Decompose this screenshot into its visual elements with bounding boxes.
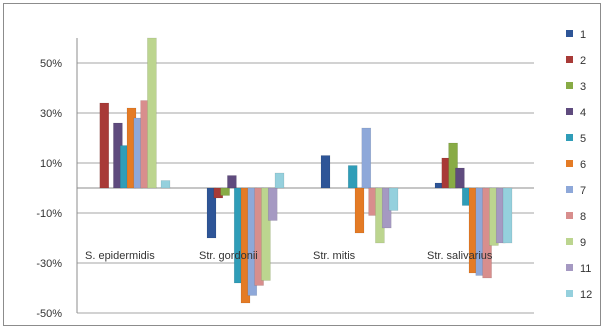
bar-series-3 <box>448 142 458 189</box>
bar-series-1 <box>320 155 331 189</box>
bar-series-2 <box>99 102 110 189</box>
legend-swatch-11 <box>566 264 573 271</box>
bar-series-5 <box>347 165 358 189</box>
legend-label-7: 7 <box>580 185 586 197</box>
y-tick-label: 10% <box>40 158 62 170</box>
legend-swatch-1 <box>566 30 573 37</box>
y-tick-label: -10% <box>36 208 62 220</box>
bar-series-7 <box>361 127 372 189</box>
bar-series-1 <box>206 187 217 239</box>
y-tick-label: -50% <box>36 308 62 320</box>
bar-series-4 <box>455 167 465 189</box>
bar-series-6 <box>354 187 365 234</box>
bar-series-9 <box>147 37 157 189</box>
legend-swatch-12 <box>566 290 573 297</box>
category-label: Str. salivarius <box>427 250 493 262</box>
legend-swatch-7 <box>566 186 573 193</box>
y-tick-label: 50% <box>40 58 62 70</box>
legend-label-2: 2 <box>580 55 586 67</box>
bar-series-11 <box>267 187 278 221</box>
legend-label-3: 3 <box>580 81 586 93</box>
legend-swatch-9 <box>566 238 573 245</box>
bar-series-12 <box>502 187 513 244</box>
bar-series-4 <box>227 175 237 189</box>
legend-label-5: 5 <box>580 133 586 145</box>
legend-swatch-6 <box>566 160 573 167</box>
bar-series-9 <box>261 187 271 281</box>
bar-series-12 <box>160 180 171 189</box>
bar-series-3 <box>220 187 230 196</box>
legend-swatch-2 <box>566 56 573 63</box>
category-label: S. epidermidis <box>85 250 155 262</box>
legend-label-11: 11 <box>580 263 591 275</box>
category-label: Str. gordonii <box>199 250 258 262</box>
legend-swatch-4 <box>566 108 573 115</box>
axis-labels: 50% 30% 10% -10% -30% -50% S. epidermidis Str. … <box>36 58 493 320</box>
y-tick-label: 30% <box>40 108 62 120</box>
bar-series-12 <box>388 187 399 211</box>
legend-label-6: 6 <box>580 159 586 171</box>
legend-swatch-3 <box>566 82 573 89</box>
bars <box>99 37 513 304</box>
legend-label-9: 9 <box>580 237 586 249</box>
legend-label-12: 12 <box>580 289 592 301</box>
category-label: Str. mitis <box>313 250 356 262</box>
legend-swatch-5 <box>566 134 573 141</box>
legend-label-1: 1 <box>580 29 586 41</box>
legend-label-8: 8 <box>580 211 586 223</box>
legend-swatch-8 <box>566 212 573 219</box>
y-tick-label: -30% <box>36 258 62 270</box>
legend-label-4: 4 <box>580 107 586 119</box>
bar-series-12 <box>274 172 285 189</box>
